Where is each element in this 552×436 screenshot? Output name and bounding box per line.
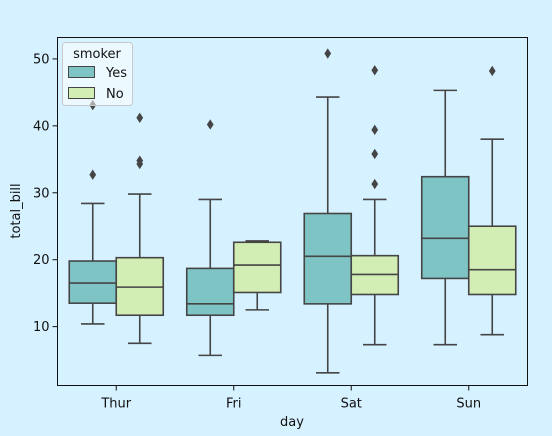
box-thur-no [115, 112, 165, 345]
y-axis: 10 20 30 40 50 [33, 52, 58, 335]
boxes-layer [68, 48, 517, 374]
y-tick-label: 30 [33, 186, 50, 201]
x-axis: Thur Fri Sat Sun [100, 385, 481, 412]
outlier-point [136, 112, 144, 123]
y-tick-label: 20 [33, 253, 50, 268]
y-tick-label: 40 [33, 119, 50, 134]
box-iqr [185, 267, 235, 317]
outlier-point [371, 148, 379, 160]
outlier-point [89, 169, 97, 180]
outlier-point [324, 48, 332, 59]
box-sat-yes [303, 48, 353, 374]
y-tick-label: 50 [33, 52, 50, 67]
legend-label-yes: Yes [105, 66, 127, 81]
box-sat-no [350, 65, 400, 346]
box-iqr [232, 241, 282, 294]
x-tick-label: Thur [100, 397, 131, 412]
box-iqr [420, 175, 470, 280]
legend-swatch-no [68, 87, 95, 99]
box-iqr [467, 225, 517, 296]
outlier-point [371, 124, 379, 136]
box-iqr [68, 260, 118, 304]
legend-label-no: No [106, 87, 124, 102]
outlier-point [371, 178, 379, 190]
legend: smoker Yes No [62, 42, 133, 106]
legend-swatch-yes [68, 66, 95, 78]
legend-title: smoker [73, 47, 121, 62]
outlier-point [136, 155, 144, 166]
x-tick-label: Sat [341, 397, 362, 412]
box-fri-no [232, 240, 282, 311]
x-tick-label: Fri [226, 397, 242, 412]
outlier-point [206, 119, 214, 130]
x-axis-label: day [280, 415, 304, 430]
outlier-point [488, 65, 496, 77]
y-tick-label: 10 [33, 320, 50, 335]
x-tick-label: Sun [456, 397, 481, 412]
y-axis-label: total_bill [9, 183, 24, 238]
box-iqr [303, 212, 353, 305]
outlier-point [371, 65, 379, 76]
box-sun-no [467, 65, 517, 336]
